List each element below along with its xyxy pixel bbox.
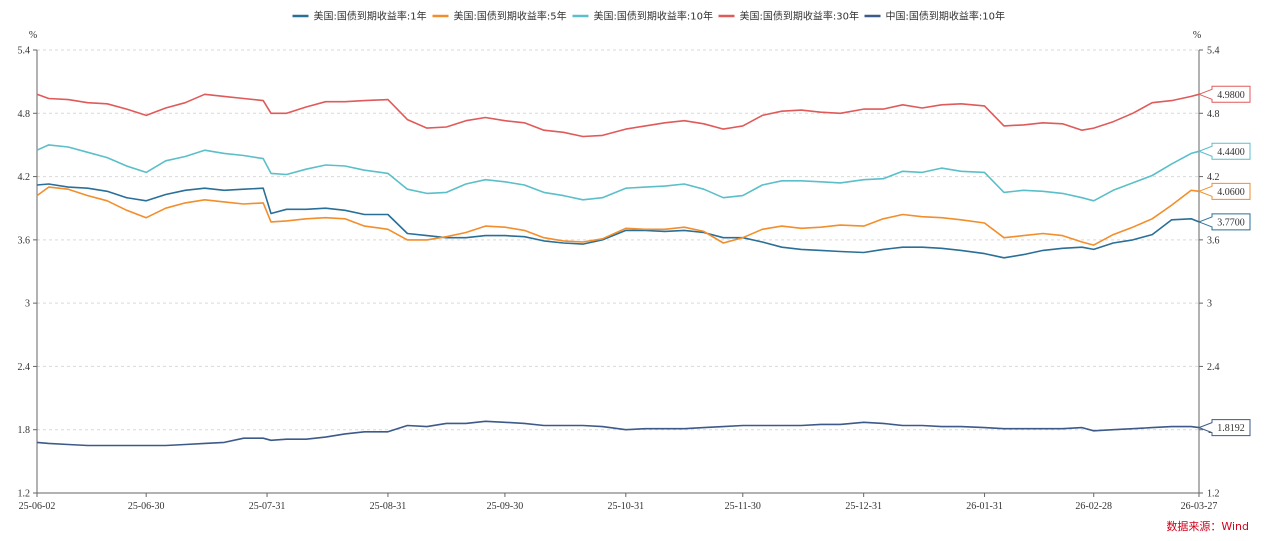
x-tick-label: 25-12-31 xyxy=(845,501,882,512)
legend-item-4: 中国:国债到期收益率:10年 xyxy=(864,10,1005,23)
y-tick-label-left: 1.2 xyxy=(18,489,31,500)
end-label-1: 4.0600 xyxy=(1197,182,1251,200)
legend-label: 美国:国债到期收益率:5年 xyxy=(454,10,567,23)
series-line-0 xyxy=(36,183,1200,259)
series-line-3 xyxy=(36,93,1200,138)
end-label-value: 4.4400 xyxy=(1217,147,1245,158)
end-label-2: 4.4400 xyxy=(1197,142,1251,160)
y-tick-label-right: 1.2 xyxy=(1207,489,1220,500)
y-tick-label-left: 4.8 xyxy=(18,109,31,120)
end-label-box xyxy=(1197,182,1251,200)
end-label-3: 4.9800 xyxy=(1197,85,1251,103)
end-label-value: 4.9800 xyxy=(1217,90,1245,101)
end-label-4: 1.8192 xyxy=(1197,419,1251,437)
y-tick-label-left: 1.8 xyxy=(18,425,31,436)
series-lines xyxy=(36,93,1200,447)
x-tick-label: 25-11-30 xyxy=(725,501,761,512)
y-tick-label-right: 3.6 xyxy=(1207,235,1220,246)
legend-label: 美国:国债到期收益率:10年 xyxy=(594,10,713,23)
legend-item-1: 美国:国债到期收益率:5年 xyxy=(432,10,567,23)
end-label-box xyxy=(1197,213,1251,231)
legend-label: 美国:国债到期收益率:30年 xyxy=(740,10,859,23)
y-tick-label-left: 4.2 xyxy=(18,172,31,183)
x-tick-label: 25-10-31 xyxy=(607,501,644,512)
legend: 美国:国债到期收益率:1年 美国:国债到期收益率:5年 美国:国债到期收益率:10年… xyxy=(292,10,1005,23)
y-tick-label-left: 2.4 xyxy=(18,362,31,373)
y-unit-left: % xyxy=(29,30,37,41)
end-label-box xyxy=(1197,419,1251,437)
end-labels: 3.7700 4.0600 4.4400 4.9800 1.8192 xyxy=(1197,85,1251,437)
x-tick-label: 26-01-31 xyxy=(966,501,1003,512)
x-tick-label: 25-07-31 xyxy=(249,501,286,512)
x-tick-label: 25-08-31 xyxy=(370,501,407,512)
end-label-value: 1.8192 xyxy=(1217,423,1245,434)
data-source-note: 数据来源：Wind xyxy=(1166,520,1249,533)
x-tick-label: 25-06-30 xyxy=(128,501,165,512)
legend-item-3: 美国:国债到期收益率:30年 xyxy=(718,10,859,23)
series-line-2 xyxy=(36,144,1200,202)
end-label-box xyxy=(1197,85,1251,103)
grid-lines xyxy=(37,49,1199,431)
x-tick-label: 26-03-27 xyxy=(1181,501,1218,512)
y-tick-label-left: 3 xyxy=(25,299,30,310)
series-line-4 xyxy=(36,420,1200,447)
axes: 1.21.21.81.82.42.4333.63.64.24.24.84.85.… xyxy=(18,30,1220,512)
y-tick-label-right: 2.4 xyxy=(1207,362,1220,373)
legend-item-2: 美国:国债到期收益率:10年 xyxy=(572,10,713,23)
legend-label: 中国:国债到期收益率:10年 xyxy=(886,10,1005,23)
end-label-box xyxy=(1197,142,1251,160)
x-tick-label: 25-06-02 xyxy=(19,501,56,512)
y-tick-label-right: 4.8 xyxy=(1207,109,1220,120)
y-unit-right: % xyxy=(1193,30,1201,41)
y-tick-label-right: 3 xyxy=(1207,299,1212,310)
y-tick-label-right: 5.4 xyxy=(1207,46,1220,57)
x-tick-label: 25-09-30 xyxy=(487,501,524,512)
end-label-value: 4.0600 xyxy=(1217,187,1245,198)
end-label-0: 3.7700 xyxy=(1197,213,1251,231)
series-line-1 xyxy=(36,186,1200,246)
x-tick-label: 26-02-28 xyxy=(1075,501,1112,512)
end-label-value: 3.7700 xyxy=(1217,217,1245,228)
y-tick-label-left: 3.6 xyxy=(18,235,31,246)
y-tick-label-right: 4.2 xyxy=(1207,172,1220,183)
legend-label: 美国:国债到期收益率:1年 xyxy=(314,10,427,23)
legend-item-0: 美国:国债到期收益率:1年 xyxy=(292,10,427,23)
y-tick-label-left: 5.4 xyxy=(18,46,31,57)
